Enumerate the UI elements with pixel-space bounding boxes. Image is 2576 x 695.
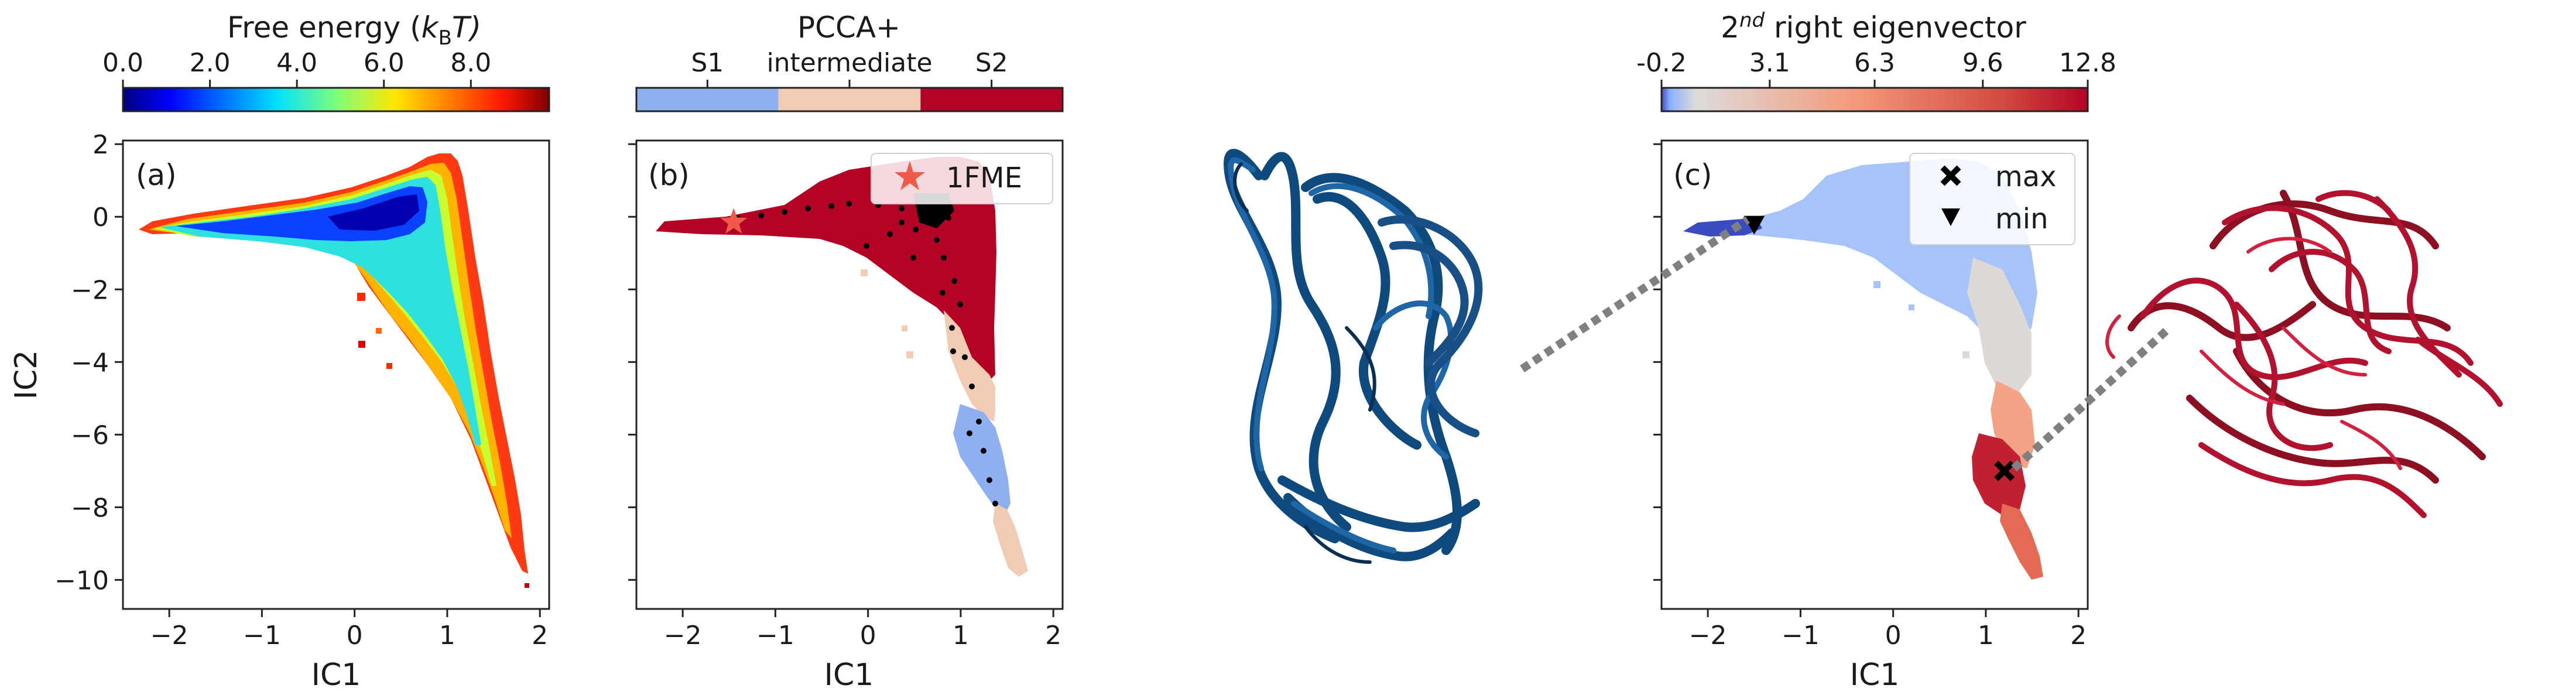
colorbar-tick-label: 12.8 [2059,48,2116,78]
colorbar-a-gradient [122,87,550,112]
y-tick-label: −10 [54,566,109,595]
colorbar-tick-label: 6.3 [1854,48,1895,78]
panel-b: (b) 1FME −2 −1 0 1 2 IC1 [628,139,1064,693]
x-tick-label: 2 [1045,621,1061,651]
legend-b: 1FME [871,153,1053,204]
legend-c: max min [1909,153,2075,245]
colorbar-c-gradient [1660,87,2089,112]
x-tick-label: 1 [439,621,455,651]
y-tick-label: −6 [71,420,109,450]
colorbar-c-title: 2nd right eigenvector [1721,9,2026,44]
legend-c-min-label: min [1995,203,2049,235]
colorbar-b-category: S2 [975,48,1008,78]
x-tick-label: 0 [1885,621,1902,651]
plot-frame-c [1660,139,2089,610]
x-tick-label: 1 [1978,621,1994,651]
x-tick-label: 0 [860,621,876,651]
x-tick-label: −2 [150,621,189,651]
colorbar-b-category: intermediate [766,48,932,78]
x-tick-label: −2 [1689,621,1727,651]
plot-frame-a [122,139,550,610]
pcca-state-map [656,157,1028,577]
y-tick-label: −4 [71,348,109,378]
max-marker [1994,460,2015,481]
x-tick-label: −1 [756,621,794,651]
colorbar-tick-label: 8.0 [450,48,491,78]
legend-b-label: 1FME [946,162,1022,194]
y-tick-label: 0 [93,203,109,232]
x-tick-label: −1 [243,621,281,651]
colorbar-tick-label: 2.0 [190,48,231,78]
colorbar-b-block [920,88,1063,111]
panel-label-b: (b) [648,158,690,192]
colorbar-b-title: PCCA+ [797,11,900,44]
x-axis-label-c: IC1 [1850,658,1900,693]
connector-max-to-unfolded [2011,327,2169,472]
star-icon [895,161,925,190]
legend-c-max-label: max [1995,160,2057,193]
x-tick-label: 0 [347,621,363,651]
y-tick-label: −2 [71,275,109,305]
x-tick-label: 2 [532,621,548,651]
x-tick-label: 1 [953,621,969,651]
folded-structure-render [1224,149,1483,564]
colorbar-tick-label: 3.1 [1749,48,1790,78]
colorbar-a: Free energy (kBT) 0.0 2.0 4.0 6.0 8.0 [102,11,550,112]
colorbar-b-category: S1 [691,48,724,78]
reference-star-1fme [720,208,747,234]
connector-lines [1520,216,2169,472]
y-axis-label: IC2 [9,350,44,400]
colorbar-b-block [778,88,921,111]
x-tick-label: −1 [1782,621,1820,651]
y-tick-label: −8 [71,493,109,523]
colorbar-a-title: Free energy (kBT) [227,11,481,50]
free-energy-surface [139,153,529,588]
colorbar-b: PCCA+ S1 intermediate S2 [635,11,1064,112]
y-tick-label: 2 [93,130,109,160]
colorbar-tick-label: 9.6 [1962,48,2003,78]
x-tick-label: −2 [664,621,702,651]
triangle-down-icon [1941,208,1960,226]
colorbar-tick-label: 6.0 [364,48,405,78]
x-axis-label-a: IC1 [311,658,361,693]
x-tick-label: 2 [2070,621,2087,651]
x-axis-label-b: IC1 [824,658,874,693]
panel-c: (c) max min −2 −1 0 1 2 IC1 [1653,139,2089,693]
colorbar-tick-label: 0.0 [102,48,143,78]
plot-frame-b [635,139,1064,610]
x-marker-icon [1940,165,1961,186]
colorbar-tick-label: 4.0 [276,48,317,78]
unfolded-structure-render [2105,190,2503,518]
panel-label-c: (c) [1673,158,1712,192]
colorbar-b-block [636,88,779,111]
panel-label-a: (a) [136,158,177,192]
colorbar-c: 2nd right eigenvector -0.2 3.1 6.3 9.6 12.8 [1636,9,2116,112]
connector-min-to-folded [1520,216,1750,372]
panel-a: (a) −2 −1 0 1 220−2−4−6−8−10 IC1 IC2 [9,130,550,693]
min-marker [1743,215,1765,235]
colorbar-tick-label: -0.2 [1636,48,1687,78]
